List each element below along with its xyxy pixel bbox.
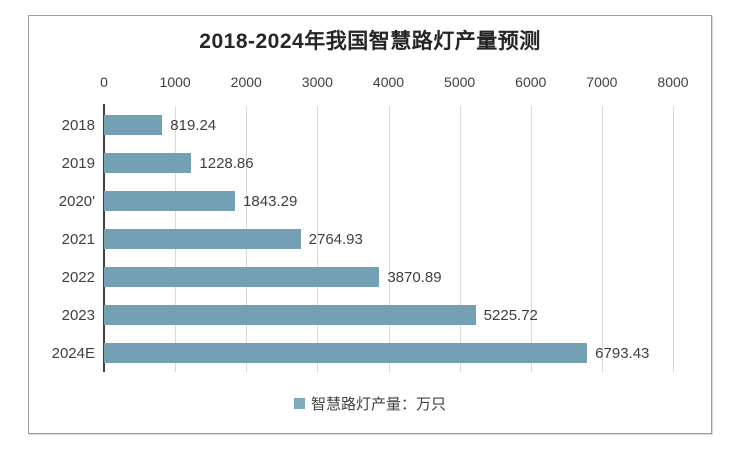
y-category-label: 2022	[61, 268, 95, 286]
bar-value-label: 3870.89	[387, 268, 442, 286]
bar-row: 1228.86	[104, 144, 673, 182]
gridline	[388, 106, 390, 372]
bar	[104, 115, 163, 135]
bar-row: 6793.43	[104, 334, 673, 372]
bar-value-label: 1843.29	[243, 192, 298, 210]
chart-frame: 2018-2024年我国智慧路灯产量预测 0 1000 2000 3000 4000 50…	[28, 15, 712, 434]
bar-value-label: 2764.93	[308, 230, 363, 248]
legend: 智慧路灯产量：万只	[29, 393, 711, 414]
legend-label: 智慧路灯产量：万只	[310, 396, 446, 413]
x-tick-label: 8000	[657, 74, 689, 90]
bar-value-label: 819.24	[170, 116, 217, 134]
x-tick-label: 7000	[586, 74, 618, 90]
bar-value-label: 5225.72	[483, 306, 538, 324]
bar	[104, 191, 236, 211]
x-tick-label: 0	[100, 74, 108, 90]
legend-swatch-icon	[293, 398, 305, 409]
bar-row: 5225.72	[104, 296, 673, 334]
bar-value-label: 1228.86	[199, 154, 254, 172]
gridline	[673, 106, 674, 372]
x-tick-label: 1000	[159, 74, 191, 90]
x-axis: 0 1000 2000 3000 4000 5000 6000 7000 8000	[29, 74, 711, 94]
bar-row: 1843.29	[104, 182, 673, 220]
gridline	[530, 106, 532, 372]
bar-row: 819.24	[104, 106, 673, 144]
gridline	[317, 106, 319, 372]
chart-title: 2018-2024年我国智慧路灯产量预测	[199, 30, 541, 53]
bar	[104, 153, 192, 173]
bar	[104, 343, 588, 363]
x-tick-label: 4000	[372, 74, 405, 90]
y-category-label: 2020'	[58, 192, 95, 210]
x-tick-label: 2000	[230, 74, 262, 90]
y-category-label: 2018	[61, 116, 95, 134]
x-tick-label: 5000	[444, 74, 476, 90]
y-axis-labels: 2018 2019 2020' 2021 2022 2023 2024E	[29, 106, 95, 372]
gridline	[601, 106, 603, 372]
bar	[104, 229, 301, 249]
y-category-label: 2023	[61, 306, 95, 324]
bar	[104, 267, 380, 287]
y-category-label: 2024E	[51, 344, 95, 362]
bar-row: 3870.89	[104, 258, 673, 296]
bar	[104, 305, 476, 325]
x-tick-label: 3000	[301, 74, 333, 90]
bar-row: 2764.93	[104, 220, 673, 258]
y-category-label: 2019	[61, 154, 95, 172]
y-category-label: 2021	[61, 230, 95, 248]
bar-value-label: 6793.43	[595, 344, 650, 362]
plot-area: 819.24 1228.86 1843.29 2764.93 3870.89 5225.7…	[103, 104, 674, 372]
x-tick-label: 6000	[515, 74, 547, 90]
gridline	[459, 106, 461, 372]
